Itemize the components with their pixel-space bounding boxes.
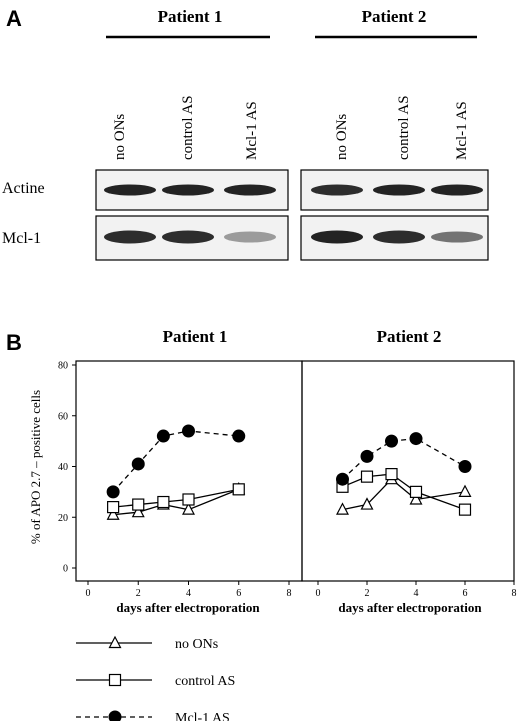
data-point <box>182 502 195 515</box>
lane-label-p1-control-as: control AS <box>180 95 196 160</box>
data-point <box>131 504 145 518</box>
blot-band <box>431 184 483 196</box>
chart-2-x-axis-label: days after electroporation <box>338 600 482 615</box>
x-tick-label: 2 <box>136 588 141 599</box>
lane-label-p2-mcl1-as: Mcl-1 AS <box>454 101 470 160</box>
chart-2-plot: 0 2 4 6 8 <box>316 432 517 599</box>
panel-b-label: B <box>6 330 22 355</box>
data-point <box>458 460 472 473</box>
y-tick-label: 60 <box>58 411 68 422</box>
data-point <box>336 502 349 515</box>
data-point <box>360 449 374 463</box>
y-tick-label: 40 <box>58 462 68 473</box>
data-point <box>132 498 145 511</box>
data-point <box>458 484 472 497</box>
legend-marker <box>108 673 122 687</box>
data-point <box>360 497 374 510</box>
legend-label: no ONs <box>175 637 218 652</box>
data-point <box>385 468 398 481</box>
blot-band <box>224 184 276 196</box>
series-line <box>342 473 466 511</box>
blot-band <box>224 231 276 243</box>
blot-band <box>162 230 214 244</box>
legend-marker <box>108 635 122 649</box>
blot-band <box>431 231 483 243</box>
data-point <box>232 483 245 496</box>
data-point <box>409 485 423 498</box>
patient-2-header: Patient 2 <box>362 7 427 26</box>
chart-1-title: Patient 1 <box>163 327 228 346</box>
y-axis-label: % of APO 2.7 – positive cells <box>28 390 43 544</box>
blot-band <box>311 184 363 196</box>
x-tick-label: 0 <box>316 588 321 599</box>
blot-band <box>104 184 156 196</box>
data-point <box>182 493 195 506</box>
data-point <box>385 434 398 448</box>
row-label-mcl1: Mcl-1 <box>2 230 41 247</box>
x-tick-label: 0 <box>86 588 91 599</box>
data-point <box>131 457 145 471</box>
data-point <box>156 429 170 443</box>
data-point <box>107 501 120 514</box>
chart-1-x-axis-label: days after electroporation <box>116 600 260 615</box>
blot-band <box>373 184 425 196</box>
blot-bands <box>104 184 483 244</box>
data-point <box>336 472 349 486</box>
legend-marker <box>108 710 122 721</box>
lane-label-p1-no-ons: no ONs <box>112 114 128 160</box>
blot-band <box>104 230 156 244</box>
panel-a-label: A <box>6 6 22 31</box>
x-tick-label: 2 <box>365 588 370 599</box>
legend-label: control AS <box>175 674 235 689</box>
blot-band <box>162 184 214 196</box>
series-line <box>113 488 239 508</box>
patient-1-header: Patient 1 <box>158 7 223 26</box>
data-point <box>106 507 120 520</box>
y-tick-label: 80 <box>58 361 68 372</box>
y-tick-label: 0 <box>63 564 68 575</box>
lane-label-p2-control-as: control AS <box>396 95 412 160</box>
chart-1-frame <box>75 360 303 582</box>
data-point <box>232 429 246 443</box>
data-point <box>157 495 170 509</box>
x-tick-label: 6 <box>463 588 468 599</box>
lane-label-p2-no-ons: no ONs <box>334 114 350 160</box>
data-point <box>409 492 423 505</box>
x-tick-label: 4 <box>186 588 191 599</box>
row-label-actine: Actine <box>2 180 45 197</box>
data-point <box>409 432 423 446</box>
legend-label: Mcl-1 AS <box>175 711 230 721</box>
data-point <box>106 485 120 499</box>
x-tick-label: 6 <box>236 588 241 599</box>
y-tick-label: 20 <box>58 513 68 524</box>
chart-2-frame <box>301 360 515 582</box>
legend: no ONs control AS Mcl-1 AS <box>76 635 235 721</box>
data-point <box>182 424 195 438</box>
chart-2-title: Patient 2 <box>377 327 442 346</box>
data-point <box>458 503 472 516</box>
series-line <box>342 437 466 480</box>
series-line <box>112 430 239 493</box>
x-tick-label: 4 <box>414 588 419 599</box>
x-tick-label: 8 <box>287 588 292 599</box>
lane-label-p1-mcl1-as: Mcl-1 AS <box>244 101 260 160</box>
x-tick-label: 8 <box>512 588 517 599</box>
data-point <box>360 470 374 483</box>
blot-band <box>311 230 363 244</box>
blot-band <box>373 230 425 244</box>
